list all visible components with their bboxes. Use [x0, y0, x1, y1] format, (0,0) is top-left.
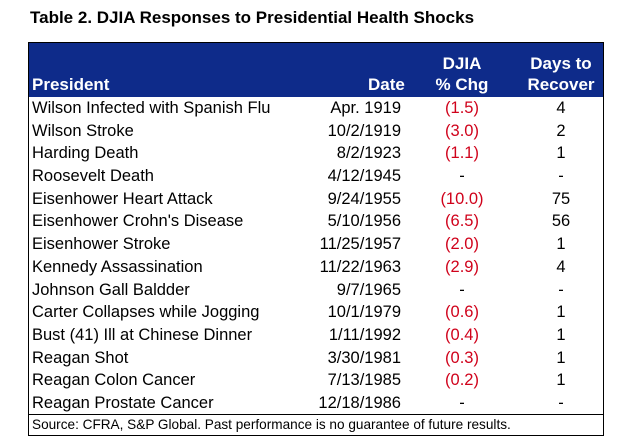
table-row: Kennedy Assassination 11/22/1963 (2.9) 4 [29, 256, 603, 279]
cell-president: Eisenhower Crohn's Disease [32, 212, 244, 231]
table-row: Bust (41) Ill at Chinese Dinner 1/11/199… [29, 324, 603, 347]
cell-president: Harding Death [32, 144, 139, 163]
cell-days-to-recover: 4 [556, 99, 566, 117]
table-row: Reagan Shot 3/30/1981 (0.3) 1 [29, 347, 603, 370]
table-row: Eisenhower Crohn's Disease 5/10/1956 (6.… [29, 210, 603, 233]
cell-days-to-recover: 1 [556, 144, 566, 163]
cell-djia-chg: (0.6) [445, 303, 479, 322]
table-row: Eisenhower Heart Attack 9/24/1955 (10.0)… [29, 188, 603, 211]
cell-president: Wilson Infected with Spanish Flu [32, 99, 271, 117]
cell-date: 10/2/1919 [327, 121, 401, 140]
data-table: President Date DJIA % Chg Days to Recove… [28, 42, 604, 414]
cell-djia-chg: (1.1) [445, 144, 479, 163]
cell-djia-chg: (2.9) [445, 257, 479, 276]
cell-date: 7/13/1985 [327, 371, 401, 390]
cell-date: 1/11/1992 [328, 325, 401, 344]
cell-djia-chg: (6.5) [445, 212, 479, 231]
cell-date: 9/7/1965 [336, 280, 401, 299]
cell-days-to-recover: 75 [551, 189, 571, 208]
header-date: Date [368, 75, 405, 94]
cell-president: Johnson Gall Baldder [32, 280, 190, 299]
cell-djia-chg: - [459, 280, 465, 299]
cell-date: 5/10/1956 [327, 212, 401, 231]
cell-days-to-recover: - [558, 393, 564, 412]
cell-djia-chg: (2.0) [445, 235, 479, 254]
cell-days-to-recover: 1 [556, 235, 566, 254]
cell-president: Carter Collapses while Jogging [32, 303, 260, 322]
table-row: Harding Death 8/2/1923 (1.1) 1 [29, 142, 603, 165]
cell-date: 11/25/1957 [319, 235, 401, 254]
cell-president: Reagan Colon Cancer [32, 371, 196, 390]
cell-date: 10/1/1979 [327, 303, 401, 322]
table-row: Roosevelt Death 4/12/1945 - - [29, 165, 603, 188]
cell-djia-chg: - [459, 393, 465, 412]
header-president: President [32, 75, 110, 94]
cell-president: Kennedy Assassination [32, 257, 203, 276]
cell-days-to-recover: 4 [556, 257, 566, 276]
cell-days-to-recover: 1 [556, 325, 566, 344]
cell-date: 12/18/1986 [318, 393, 401, 412]
cell-date: 11/22/1963 [319, 257, 401, 276]
cell-days-to-recover: 1 [556, 303, 566, 322]
table-title: Table 2. DJIA Responses to Presidential … [30, 8, 475, 27]
header-djia-line2: % Chg [435, 75, 489, 94]
cell-djia-chg: (1.5) [445, 99, 479, 117]
table-row: Wilson Infected with Spanish Flu Apr. 19… [29, 97, 603, 120]
table-row: Reagan Colon Cancer 7/13/1985 (0.2) 1 [29, 369, 603, 392]
cell-days-to-recover: - [558, 280, 564, 299]
cell-days-to-recover: 56 [551, 212, 571, 231]
table-row: Johnson Gall Baldder 9/7/1965 - - [29, 279, 603, 302]
table-row: Wilson Stroke 10/2/1919 (3.0) 2 [29, 120, 603, 143]
cell-date: 9/24/1955 [327, 189, 401, 208]
cell-president: Reagan Prostate Cancer [32, 393, 214, 412]
cell-djia-chg: (10.0) [440, 189, 484, 208]
table-row: Carter Collapses while Jogging 10/1/1979… [29, 301, 603, 324]
header-days-line1: Days to [530, 54, 592, 73]
cell-days-to-recover: - [558, 167, 564, 186]
cell-djia-chg: (0.3) [445, 348, 479, 367]
cell-djia-chg: (3.0) [445, 121, 479, 140]
cell-date: Apr. 1919 [330, 99, 401, 117]
cell-date: 3/30/1981 [327, 348, 401, 367]
cell-president: Eisenhower Heart Attack [32, 189, 213, 208]
cell-president: Wilson Stroke [32, 121, 134, 140]
cell-djia-chg: - [459, 167, 465, 186]
cell-djia-chg: (0.4) [445, 325, 479, 344]
table-row: Eisenhower Stroke 11/25/1957 (2.0) 1 [29, 233, 603, 256]
cell-djia-chg: (0.2) [445, 371, 479, 390]
source-note: Source: CFRA, S&P Global. Past performan… [28, 414, 604, 436]
cell-date: 4/12/1945 [327, 167, 401, 186]
cell-president: Roosevelt Death [32, 167, 154, 186]
cell-days-to-recover: 1 [556, 371, 566, 390]
cell-days-to-recover: 1 [556, 348, 566, 367]
cell-date: 8/2/1923 [336, 144, 401, 163]
header-djia-line1: DJIA [442, 54, 482, 73]
cell-president: Eisenhower Stroke [32, 235, 171, 254]
table-header: President Date DJIA % Chg Days to Recove… [29, 43, 603, 97]
table-row: Reagan Prostate Cancer 12/18/1986 - - [29, 392, 603, 414]
header-days-line2: Recover [527, 75, 595, 94]
cell-president: Reagan Shot [32, 348, 129, 367]
table-body: Wilson Infected with Spanish Flu Apr. 19… [29, 97, 603, 414]
cell-days-to-recover: 2 [556, 121, 566, 140]
cell-president: Bust (41) Ill at Chinese Dinner [32, 325, 253, 344]
